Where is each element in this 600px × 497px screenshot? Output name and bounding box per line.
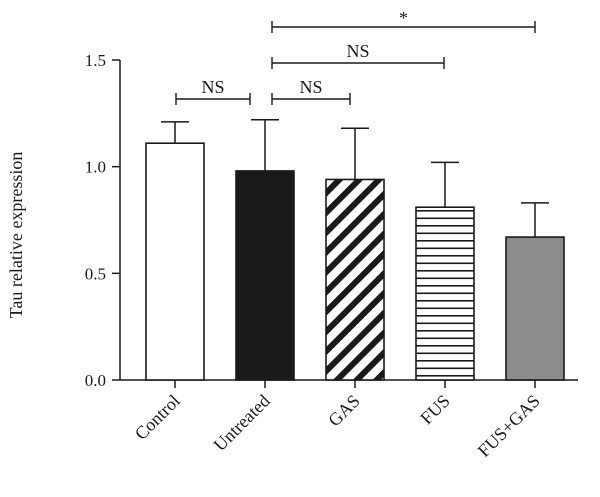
y-tick-label: 0.0 <box>85 371 106 390</box>
bar-gas <box>325 178 385 381</box>
x-tick-label: Untreated <box>210 391 274 455</box>
bar-fus <box>415 206 475 381</box>
bar-untreated <box>235 170 295 381</box>
bar-fus-gas <box>505 236 565 381</box>
significance-label: NS <box>299 77 322 97</box>
x-tick-label: Control <box>131 391 184 444</box>
significance-label: NS <box>346 41 369 61</box>
significance-label: NS <box>201 77 224 97</box>
y-tick-label: 1.5 <box>85 51 106 70</box>
y-tick-label: 1.0 <box>85 158 106 177</box>
y-axis-title: Tau relative expression <box>6 152 26 319</box>
x-tick-label: FUS+GAS <box>474 391 544 461</box>
y-tick-label: 0.5 <box>85 264 106 283</box>
significance-label: * <box>399 8 408 28</box>
bar-control <box>145 142 205 381</box>
x-tick-label: GAS <box>324 391 364 431</box>
x-tick-label: FUS <box>416 391 453 428</box>
